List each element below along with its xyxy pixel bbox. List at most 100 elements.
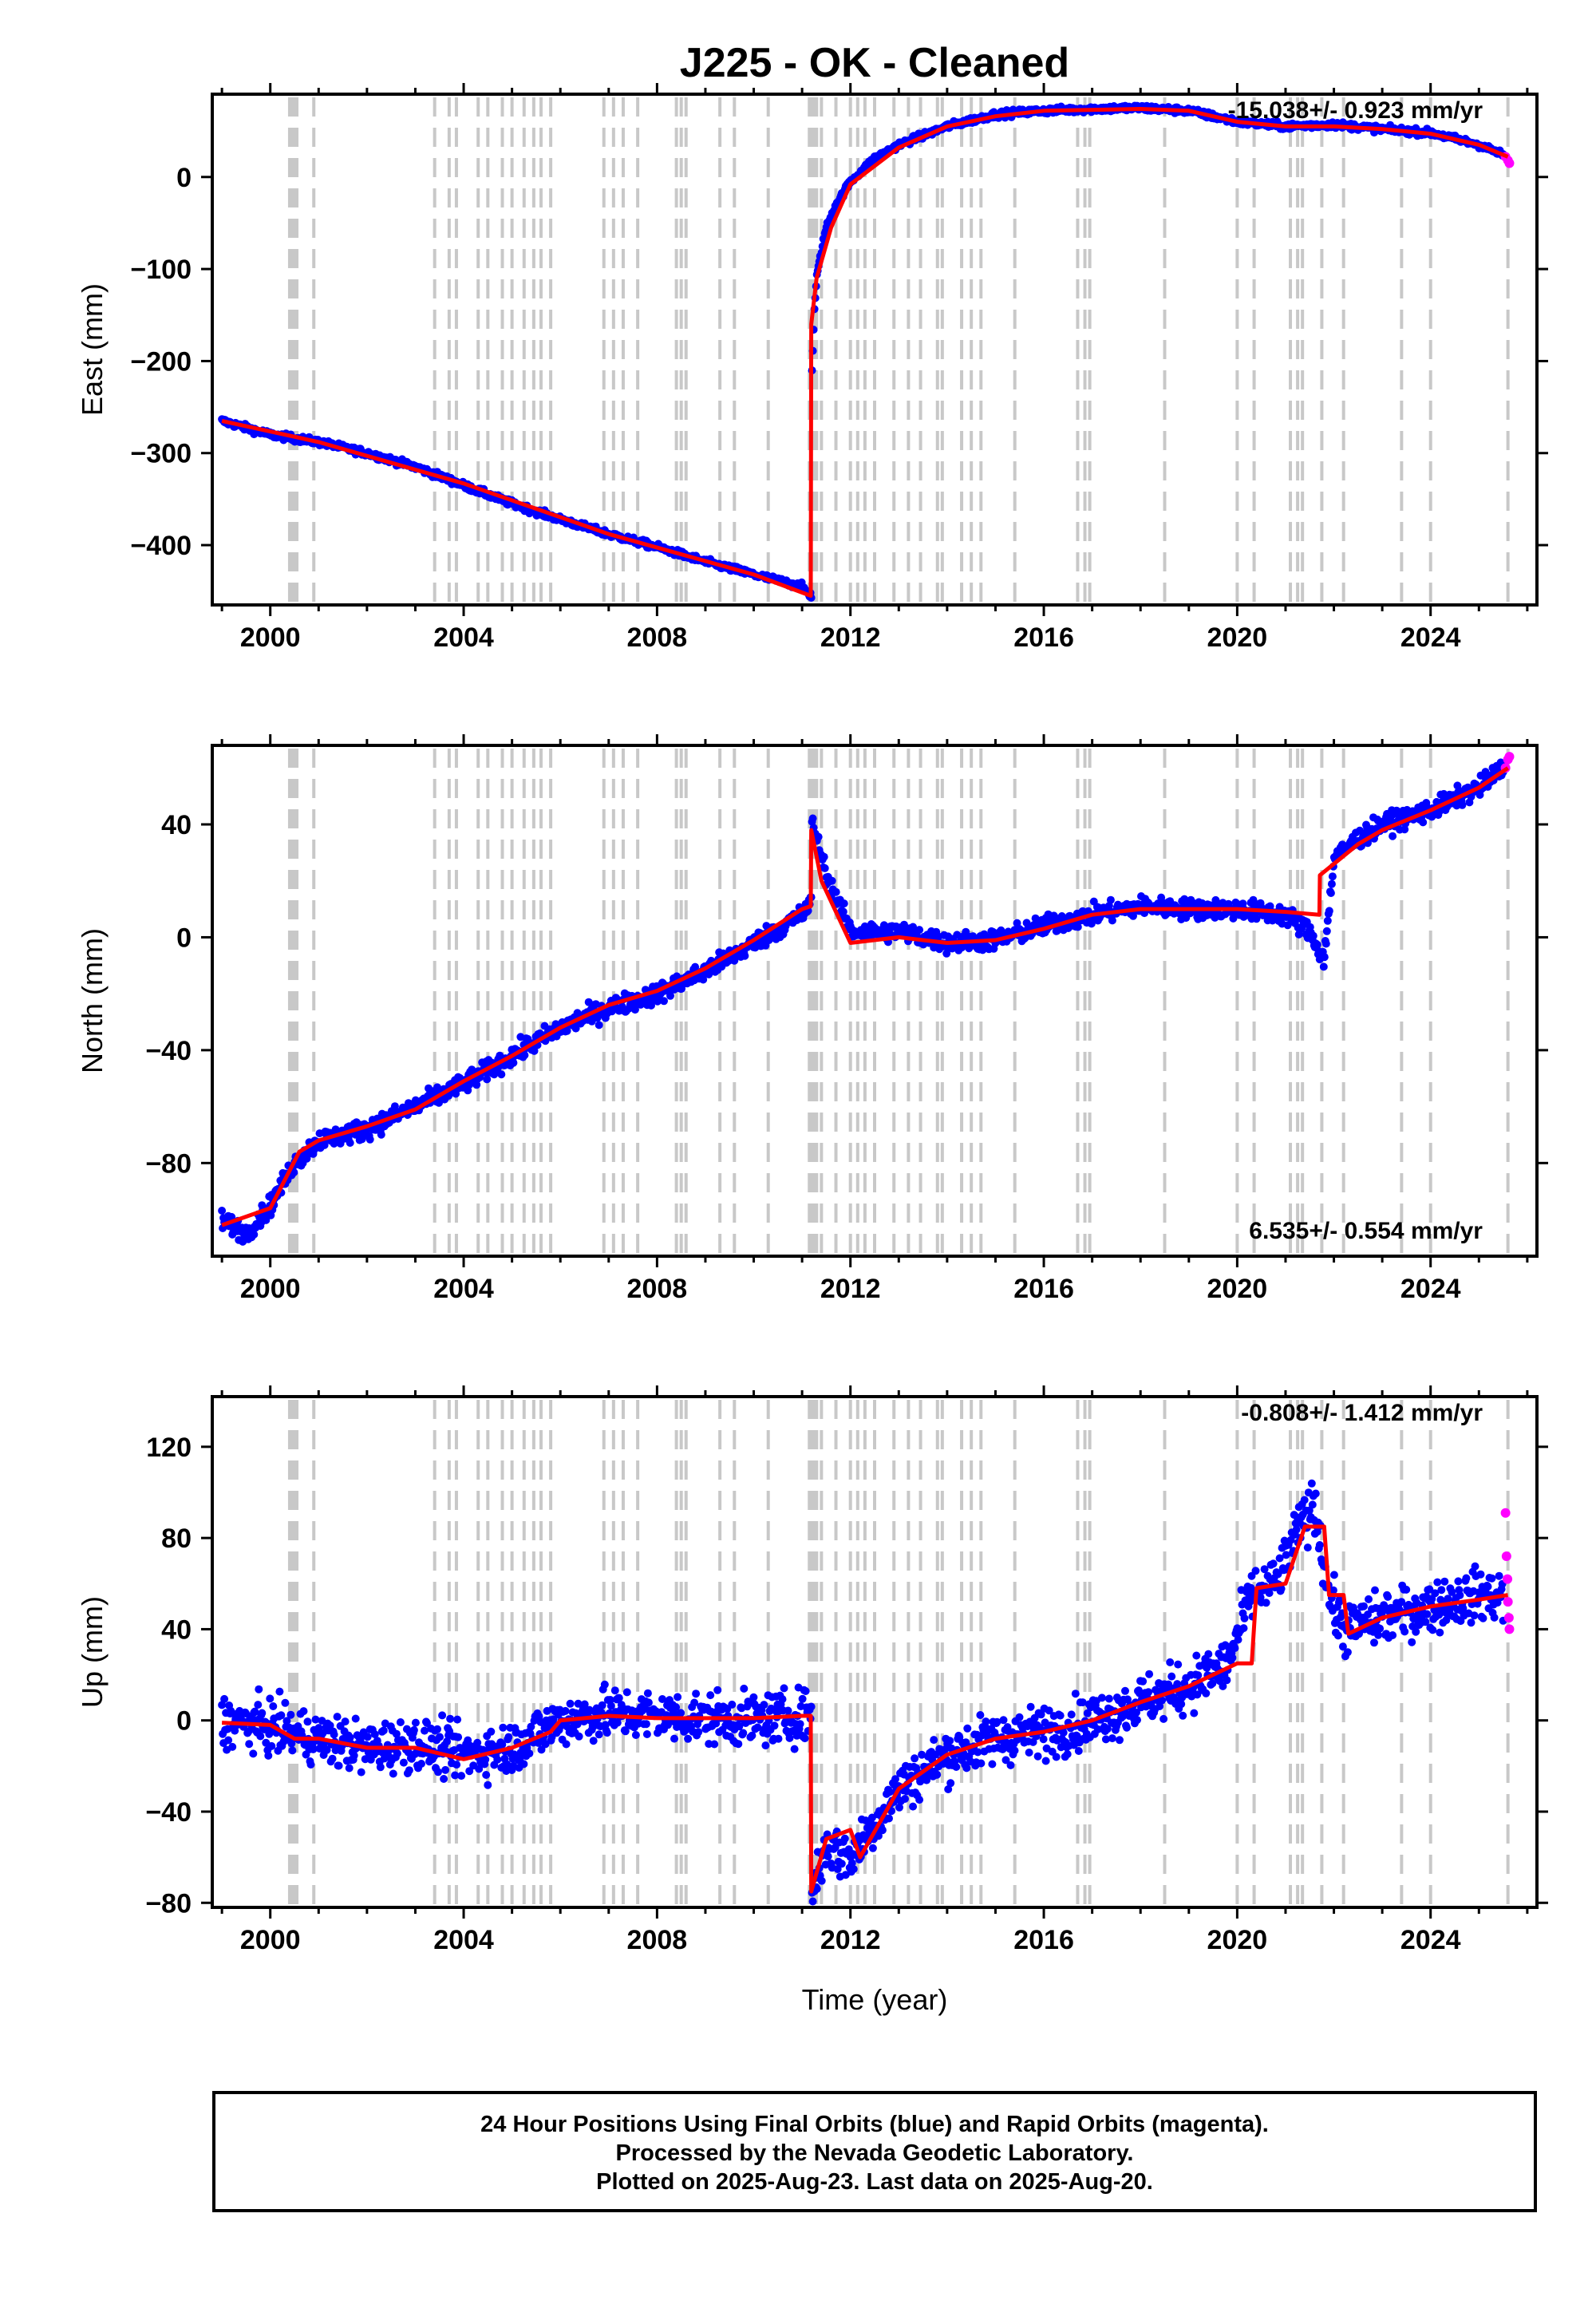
final-orbit-point — [817, 1876, 826, 1885]
final-orbit-point — [1458, 800, 1467, 809]
final-orbit-point — [566, 1699, 575, 1708]
x-tick-label: 2012 — [820, 1274, 881, 1304]
final-orbit-point — [784, 1706, 792, 1715]
final-orbit-point — [245, 1740, 254, 1749]
final-orbit-point — [930, 1736, 938, 1745]
final-orbit-point — [575, 1732, 583, 1741]
final-orbit-point — [1327, 879, 1336, 888]
final-orbit-point — [1015, 1713, 1024, 1721]
final-orbit-point — [254, 1701, 263, 1709]
final-orbit-point — [692, 1690, 701, 1698]
final-orbit-point — [1308, 1500, 1317, 1509]
final-orbit-point — [1307, 1479, 1316, 1488]
final-orbit-point — [808, 1897, 817, 1906]
final-orbit-point — [457, 1772, 466, 1780]
final-orbit-point — [277, 1711, 286, 1720]
final-orbit-point — [1123, 1723, 1131, 1732]
final-orbit-point — [1108, 916, 1116, 925]
final-orbit-point — [770, 1721, 779, 1730]
final-orbit-point — [1179, 1711, 1187, 1720]
final-orbit-point — [220, 1694, 229, 1703]
final-orbit-point — [365, 1135, 374, 1144]
final-orbit-point — [351, 1714, 360, 1723]
final-orbit-point — [224, 1736, 233, 1745]
final-orbit-point — [482, 1771, 491, 1779]
final-orbit-point — [440, 1775, 448, 1783]
final-orbit-point — [1365, 1595, 1373, 1603]
y-tick-label: −300 — [130, 439, 192, 469]
final-orbit-point — [399, 1758, 408, 1767]
final-orbit-point — [801, 1687, 810, 1695]
final-orbit-point — [218, 1207, 227, 1215]
final-orbit-point — [839, 899, 848, 908]
final-orbit-point — [499, 1723, 508, 1732]
final-orbit-point — [1104, 1694, 1113, 1703]
final-orbit-point — [760, 1701, 768, 1709]
final-orbit-point — [946, 1737, 954, 1745]
final-orbit-point — [1240, 1614, 1249, 1622]
final-orbit-point — [1371, 1586, 1379, 1595]
final-orbit-point — [1389, 832, 1397, 840]
final-orbit-point — [832, 887, 840, 896]
final-orbit-point — [642, 1730, 651, 1738]
north-panel: 2000 2004 2008 2012 2016 2020 2024−80−40040Nor… — [76, 734, 1548, 1304]
y-axis-label: North (mm) — [76, 928, 109, 1073]
final-orbit-point — [389, 1769, 397, 1778]
final-orbit-point — [706, 1691, 715, 1700]
final-orbit-point — [433, 1725, 441, 1733]
final-orbit-point — [441, 1765, 450, 1774]
y-tick-label: −200 — [130, 346, 192, 377]
final-orbit-point — [796, 1720, 804, 1729]
final-orbit-point — [1319, 962, 1328, 971]
final-orbit-point — [1108, 1734, 1116, 1743]
final-orbit-point — [1320, 953, 1329, 962]
final-orbit-point — [909, 1802, 918, 1811]
y-tick-label: 40 — [161, 810, 192, 840]
final-orbit-point — [509, 1058, 518, 1067]
final-orbit-point — [306, 1761, 315, 1769]
final-orbit-point — [1071, 1690, 1080, 1698]
final-orbit-point — [642, 1720, 650, 1729]
final-orbit-point — [275, 1687, 284, 1696]
final-orbit-point — [602, 1729, 611, 1737]
final-orbit-point — [1325, 907, 1333, 915]
final-orbit-point — [1315, 1541, 1324, 1549]
final-orbit-point — [631, 1731, 640, 1739]
final-orbit-point — [454, 1733, 463, 1741]
final-orbit-point — [713, 1686, 722, 1694]
final-orbit-point — [1309, 931, 1317, 940]
final-orbit-point — [1343, 1648, 1352, 1657]
east-panel: 2000 2004 2008 2012 2016 2020 2024−400−300−200… — [76, 83, 1548, 653]
y-tick-label: −100 — [130, 255, 192, 285]
final-orbit-point — [1204, 1650, 1213, 1658]
y-axis-label: East (mm) — [76, 283, 109, 416]
final-orbit-point — [1067, 1710, 1076, 1719]
final-orbit-point — [376, 1763, 385, 1772]
final-orbit-point — [774, 1734, 783, 1743]
final-orbit-point — [933, 1770, 942, 1779]
final-orbit-point — [286, 1710, 295, 1719]
final-orbit-point — [267, 1741, 276, 1750]
final-orbit-point — [595, 1021, 603, 1030]
final-orbit-point — [952, 1763, 961, 1771]
x-tick-label: 2024 — [1400, 1274, 1461, 1304]
final-orbit-point — [828, 876, 836, 885]
final-orbit-point — [1322, 927, 1331, 935]
final-orbit-point — [749, 1693, 758, 1701]
final-orbit-point — [1033, 1752, 1042, 1761]
final-orbit-points — [218, 1479, 1507, 1906]
final-orbit-point — [1144, 1688, 1153, 1697]
final-orbit-point — [1202, 1689, 1211, 1697]
final-orbit-point — [677, 1709, 685, 1717]
final-orbit-point — [1025, 1749, 1033, 1757]
final-orbit-point — [264, 1751, 273, 1760]
final-orbit-point — [610, 1686, 619, 1695]
final-orbit-point — [1056, 1711, 1065, 1720]
final-orbit-point — [800, 1734, 809, 1743]
rate-annotation: -15.038+/- 0.923 mm/yr — [1228, 97, 1483, 124]
final-orbit-point — [1159, 1714, 1168, 1723]
rate-annotation: 6.535+/- 0.554 mm/yr — [1249, 1218, 1483, 1244]
final-orbit-point — [1329, 1571, 1338, 1579]
final-orbit-point — [436, 1733, 444, 1741]
